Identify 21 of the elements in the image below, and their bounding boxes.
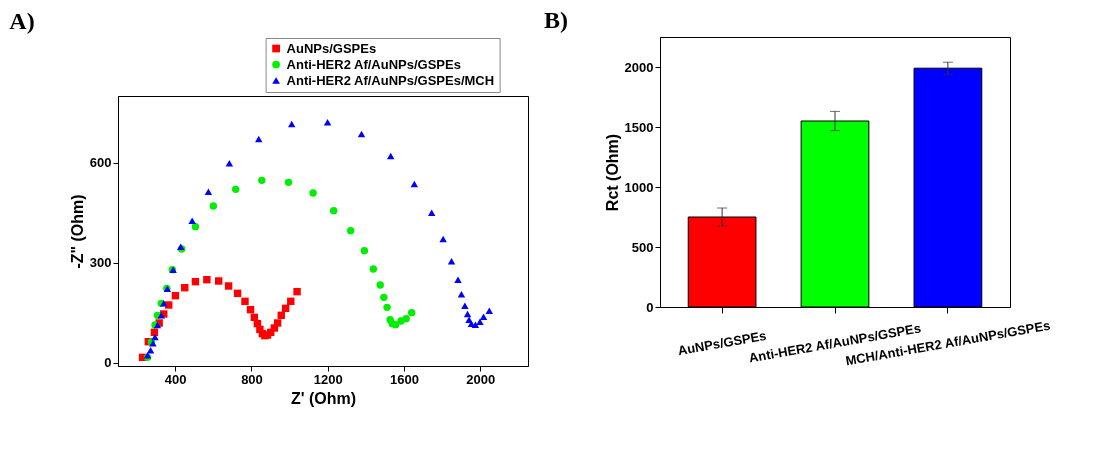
chart-title: A) xyxy=(9,7,35,34)
x-tick-label: 400 xyxy=(164,371,187,387)
y-tick-label: 600 xyxy=(89,155,112,171)
y-tick-label: 1500 xyxy=(624,119,654,135)
x-tick-label: 800 xyxy=(241,371,263,387)
y-tick-label: 500 xyxy=(631,239,654,255)
x-axis-title: Z' (Ohm) xyxy=(290,389,357,407)
y-tick-label: 0 xyxy=(104,355,112,371)
chart-title: B) xyxy=(544,7,569,33)
y-tick-label: 1000 xyxy=(624,179,654,195)
y-axis-title: -Z" (Ohm) xyxy=(68,194,86,269)
x-tick-label: 1600 xyxy=(390,371,420,387)
x-tick-label: 1200 xyxy=(313,371,343,387)
y-tick-label: 2000 xyxy=(624,59,654,75)
legend-label: Anti-HER2 Af/AuNPs/GSPEs/MCH xyxy=(286,72,495,88)
legend-label: Anti-HER2 Af/AuNPs/GSPEs xyxy=(286,56,461,72)
legend-label: AuNPs/GSPEs xyxy=(286,40,377,56)
y-tick-label: 0 xyxy=(646,299,654,315)
y-axis-title: Rct (Ohm) xyxy=(603,133,621,212)
y-tick-label: 300 xyxy=(89,255,112,271)
x-tick-label: 2000 xyxy=(466,371,496,387)
